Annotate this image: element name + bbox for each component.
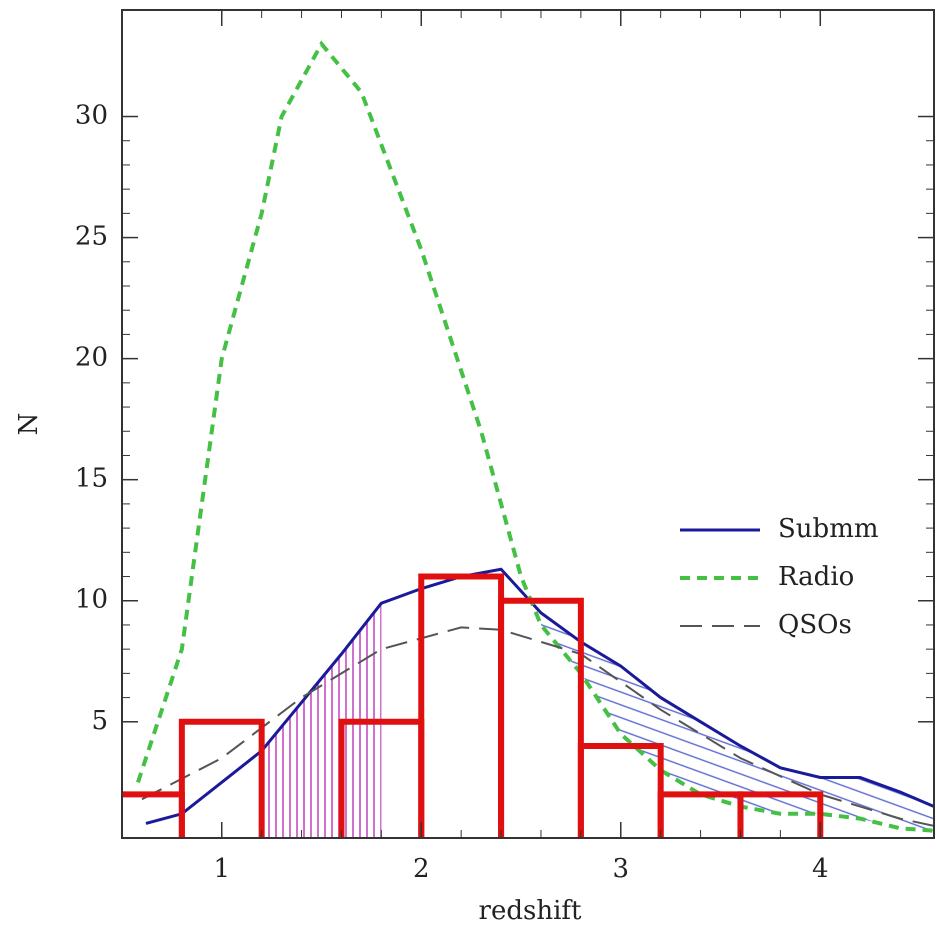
histogram-bar <box>418 573 505 838</box>
y-axis-label: N <box>14 413 44 436</box>
histogram-bar <box>737 791 824 838</box>
plot-frame <box>121 9 935 839</box>
hatch-region <box>261 603 382 838</box>
histogram-bar <box>178 718 265 838</box>
x-tick-label: 4 <box>812 854 829 884</box>
histogram-bar <box>262 842 342 843</box>
series-line <box>141 626 934 827</box>
legend-label: Submm <box>778 514 879 544</box>
series-line <box>145 567 934 825</box>
x-tick-label: 3 <box>612 854 629 884</box>
y-tick-label: 10 <box>75 585 108 615</box>
x-tick-label: 1 <box>213 854 230 884</box>
x-axis-label: redshift <box>479 896 582 926</box>
y-tick-label: 5 <box>91 706 108 736</box>
legend-label: Radio <box>778 562 854 592</box>
x-tick-label: 2 <box>413 854 430 884</box>
plot-area <box>122 40 934 843</box>
y-tick-label: 25 <box>75 222 108 252</box>
y-tick-label: 30 <box>75 101 108 131</box>
histogram-bar <box>498 597 584 838</box>
y-tick-label: 15 <box>75 464 108 494</box>
legend-label: QSOs <box>778 610 852 640</box>
hatch-region <box>540 612 934 831</box>
y-tick-label: 20 <box>75 343 108 373</box>
series-line <box>136 40 934 833</box>
